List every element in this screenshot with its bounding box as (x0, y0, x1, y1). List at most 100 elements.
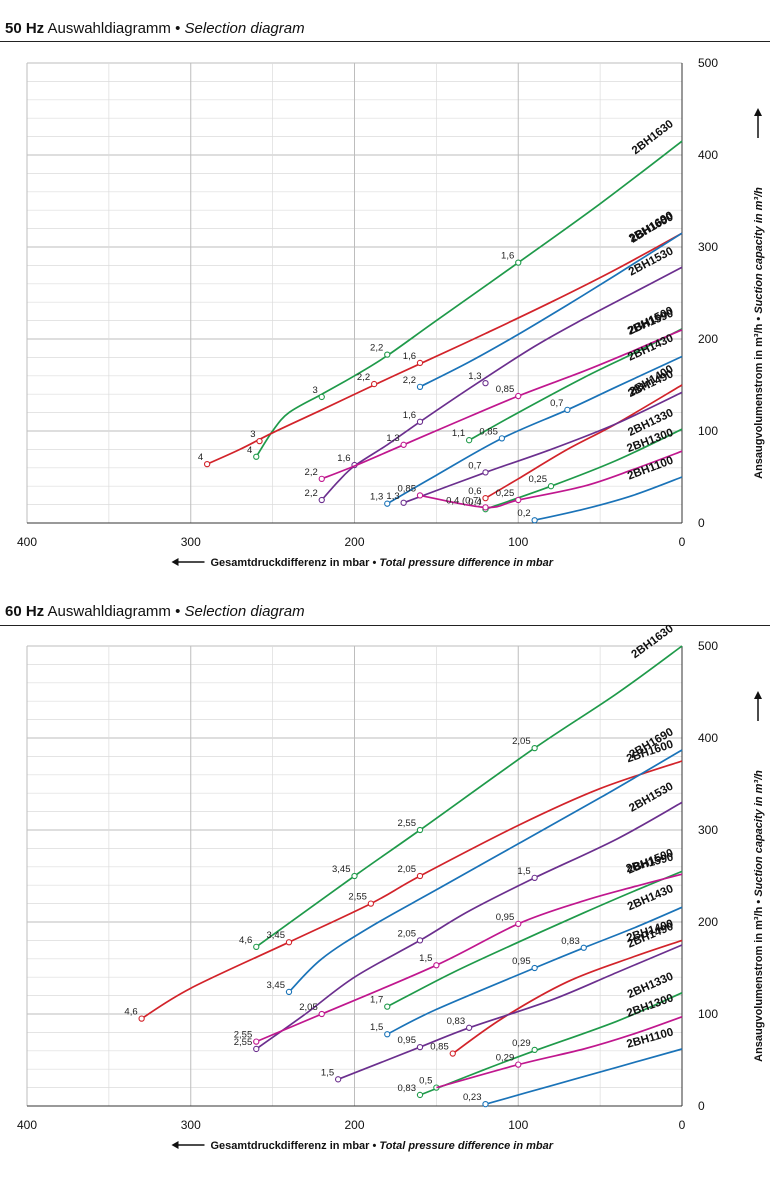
data-point (465, 1024, 473, 1031)
series-line (436, 1015, 683, 1089)
data-point (416, 359, 424, 367)
y-tick-label: 400 (698, 731, 718, 745)
data-point-label: 1,3 (386, 433, 399, 444)
data-point-label: 0,85 (430, 1042, 449, 1053)
data-point-label: 0,6 (468, 486, 481, 497)
data-point (318, 496, 325, 504)
x-tick-label: 300 (181, 1118, 201, 1132)
data-point (370, 380, 378, 388)
data-point-label: 0,85 (496, 384, 515, 395)
x-tick-label: 0 (679, 1118, 686, 1132)
data-point-label: 0,29 (496, 1053, 515, 1064)
data-point-label: 1,6 (337, 453, 350, 464)
title-german: Auswahldiagramm (47, 603, 171, 620)
data-point (515, 392, 522, 400)
data-point-label: 0,83 (561, 936, 580, 947)
series-line (141, 760, 683, 1020)
data-point (531, 744, 538, 752)
title-english: Selection diagram (184, 603, 305, 620)
data-point (400, 441, 407, 448)
data-point-label: 0,2 (517, 508, 530, 519)
data-point-label: 2,55 (234, 1037, 253, 1048)
series-line (452, 939, 683, 1055)
data-point-label: 1,5 (370, 1022, 383, 1033)
data-point (482, 469, 489, 476)
title-rule (0, 41, 770, 42)
data-point (498, 435, 506, 442)
x-tick-label: 200 (344, 535, 364, 549)
y-tick-label: 200 (698, 915, 718, 929)
data-point-label: 0,83 (398, 1083, 417, 1094)
data-point-label: 2,55 (348, 892, 367, 903)
data-point-label: 1,6 (403, 351, 416, 362)
title-frequency: 60 Hz (5, 603, 45, 620)
data-point-label: 2,05 (398, 864, 417, 875)
series-2BH1100: 2BH1100 0,23 (463, 1026, 683, 1108)
data-point-label: 2,05 (512, 736, 531, 747)
y-axis-label-german: Ansaugvolumenstrom in m³/h (753, 906, 765, 1062)
data-point-label: 2,2 (305, 488, 318, 499)
x-axis-label-separator: • (369, 1140, 379, 1152)
data-point (531, 1046, 538, 1054)
data-point (253, 943, 260, 950)
x-tick-label: 200 (344, 1118, 364, 1132)
data-point-label: 0,25 (496, 488, 515, 499)
series-line (485, 384, 683, 499)
data-point-label: 0,4 (468, 497, 481, 508)
series-label: 2BH1430 (626, 332, 675, 363)
data-point-label: 1,1 (452, 428, 465, 439)
data-point-label: 0,29 (512, 1038, 531, 1049)
series-line (321, 329, 683, 480)
y-axis-label-separator: • (753, 897, 765, 907)
data-point (318, 1010, 325, 1018)
data-point (138, 1015, 145, 1022)
data-point-label: 1,3 (468, 371, 481, 382)
x-tick-label: 0 (679, 535, 686, 549)
x-tick-label: 400 (17, 1118, 37, 1132)
data-point (564, 406, 571, 413)
data-point-label: 0,83 (447, 1016, 466, 1027)
data-point-label: 2,2 (403, 375, 416, 386)
data-point (416, 826, 424, 834)
series-line (386, 906, 683, 1035)
x-tick-label: 100 (508, 1118, 528, 1132)
data-point-label: 1,7 (370, 995, 383, 1006)
data-point-label: 0,25 (529, 474, 548, 485)
data-point (318, 475, 325, 482)
y-tick-label: 200 (698, 332, 718, 346)
y-axis-arrow-head (754, 691, 762, 699)
panel-title: 60 Hz Auswahldiagramm • Selection diagra… (5, 603, 305, 620)
data-point-label: 2,2 (305, 467, 318, 478)
y-axis-label-german: Ansaugvolumenstrom in m³/h (753, 323, 765, 479)
y-axis-label: Ansaugvolumenstrom in m³/h • Suction cap… (753, 770, 765, 1062)
y-axis-label-english: Suction capacity in m³/h (753, 770, 765, 897)
series-line (321, 266, 683, 501)
title-rule (0, 625, 770, 626)
data-point-label: 0,95 (398, 1035, 417, 1046)
y-axis-arrow-head (754, 108, 762, 116)
data-point (465, 437, 473, 444)
series-line (288, 749, 683, 993)
data-point-label: 2,05 (398, 928, 417, 939)
data-point-label: 4 (247, 445, 252, 456)
data-point-label: 3,45 (267, 980, 286, 991)
series-line (534, 476, 683, 522)
data-point (515, 259, 522, 266)
y-tick-label: 0 (698, 516, 705, 530)
title-separator: • (175, 603, 181, 620)
data-point-label: 2,55 (234, 1030, 253, 1041)
series-label: 2BH1100 (626, 455, 675, 483)
data-point (515, 496, 522, 504)
data-point (256, 437, 263, 445)
data-point (482, 504, 489, 511)
y-axis-label: Ansaugvolumenstrom in m³/h • Suction cap… (753, 187, 765, 479)
data-point-label: 1,3 (386, 491, 399, 502)
series-line (386, 870, 683, 1008)
grid (26, 62, 683, 524)
data-point-label: 0,23 (463, 1092, 482, 1103)
x-axis-label-german: Gesamtdruckdifferenz in mbar (211, 1140, 371, 1152)
data-point (334, 1076, 342, 1083)
